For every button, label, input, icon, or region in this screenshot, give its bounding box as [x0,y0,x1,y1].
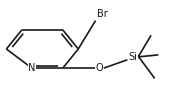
Text: Br: Br [97,9,108,19]
Text: Si: Si [128,52,137,62]
Text: O: O [95,63,103,73]
Text: N: N [28,63,35,73]
